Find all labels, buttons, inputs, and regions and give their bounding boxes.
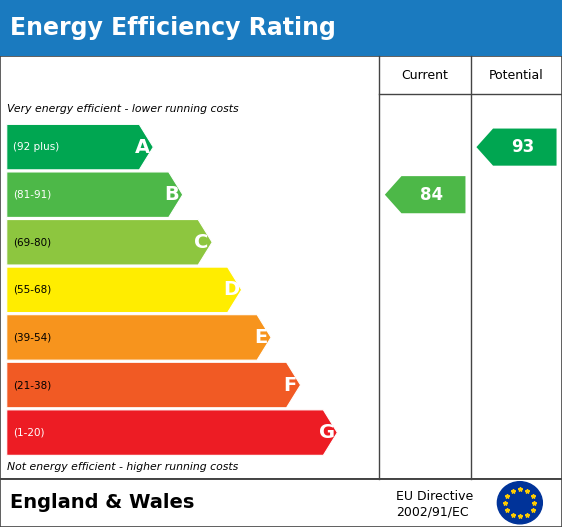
Text: 93: 93 xyxy=(511,138,534,156)
Text: Not energy efficient - higher running costs: Not energy efficient - higher running co… xyxy=(7,463,238,472)
Polygon shape xyxy=(7,124,153,170)
Polygon shape xyxy=(385,176,465,213)
Text: A: A xyxy=(135,138,150,157)
Text: 2002/91/EC: 2002/91/EC xyxy=(396,506,469,519)
Text: Energy Efficiency Rating: Energy Efficiency Rating xyxy=(10,16,336,40)
Text: F: F xyxy=(283,376,297,395)
Text: (81-91): (81-91) xyxy=(13,190,52,200)
Text: EU Directive: EU Directive xyxy=(396,491,473,503)
Circle shape xyxy=(497,482,542,524)
Text: England & Wales: England & Wales xyxy=(10,493,194,512)
Text: (69-80): (69-80) xyxy=(13,237,52,247)
Text: C: C xyxy=(194,233,209,252)
Polygon shape xyxy=(7,410,337,455)
Text: 84: 84 xyxy=(420,186,443,204)
Polygon shape xyxy=(477,129,556,165)
Polygon shape xyxy=(7,220,212,265)
Polygon shape xyxy=(7,362,301,408)
Text: Current: Current xyxy=(402,69,448,82)
Text: D: D xyxy=(223,280,239,299)
Text: (92 plus): (92 plus) xyxy=(13,142,60,152)
Text: E: E xyxy=(254,328,267,347)
Bar xyxy=(0,479,562,527)
Polygon shape xyxy=(7,267,242,313)
Text: Potential: Potential xyxy=(489,69,544,82)
Text: (55-68): (55-68) xyxy=(13,285,52,295)
Polygon shape xyxy=(7,172,183,218)
Text: (1-20): (1-20) xyxy=(13,427,45,437)
Text: Very energy efficient - lower running costs: Very energy efficient - lower running co… xyxy=(7,104,238,114)
Bar xyxy=(0,0,562,56)
Text: B: B xyxy=(165,185,179,204)
Bar xyxy=(0,56,562,479)
Text: (21-38): (21-38) xyxy=(13,380,52,390)
Text: G: G xyxy=(319,423,335,442)
Text: (39-54): (39-54) xyxy=(13,333,52,343)
Polygon shape xyxy=(7,315,271,360)
